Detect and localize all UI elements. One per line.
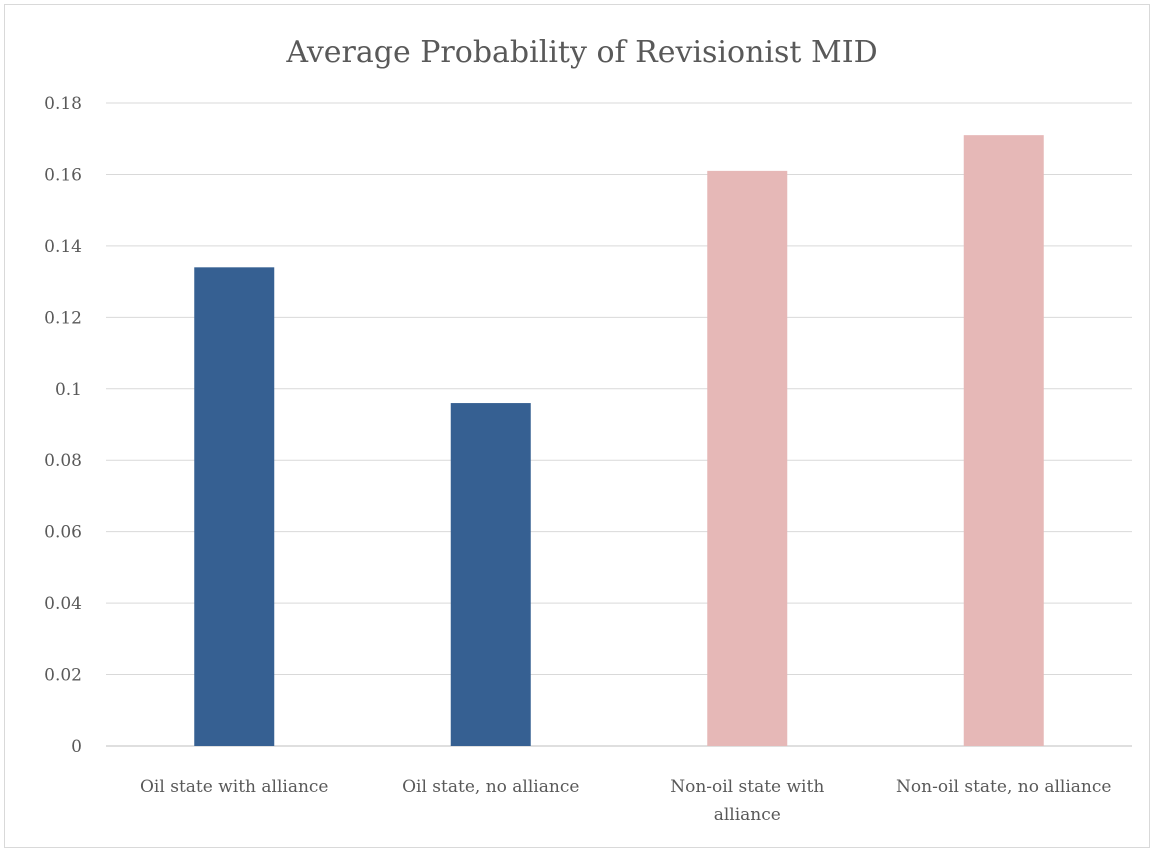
y-tick-label: 0.16: [44, 165, 82, 185]
y-tick-label: 0.1: [55, 380, 82, 400]
x-axis-category-labels: Oil state with alliance Oil state, no all…: [140, 777, 1111, 825]
y-tick-label: 0.06: [44, 523, 82, 543]
x-category-label: Oil state with alliance: [140, 777, 329, 797]
x-category-label-line: Non-oil state with: [670, 777, 824, 797]
y-tick-label: 0: [71, 737, 82, 757]
bar: [707, 170, 788, 747]
y-axis-tick-labels: 0 0.02 0.04 0.06 0.08 0.1 0.12 0.14 0.16 0.18: [44, 94, 82, 757]
y-tick-label: 0.08: [44, 451, 82, 471]
y-tick-label: 0.04: [44, 594, 82, 614]
x-category-label: Oil state, no alliance: [402, 777, 579, 797]
x-category-label-line: Non-oil state, no alliance: [896, 777, 1111, 797]
y-tick-label: 0.18: [44, 94, 82, 114]
gridlines: [106, 102, 1132, 747]
chart-title: Average Probability of Revisionist MID: [285, 35, 877, 70]
y-tick-label: 0.12: [44, 308, 82, 328]
y-tick-label: 0.14: [44, 237, 82, 257]
y-tick-label: 0.02: [44, 666, 82, 686]
x-category-label-line: alliance: [714, 805, 781, 825]
bar: [450, 403, 531, 746]
x-category-label-line: Oil state, no alliance: [402, 777, 579, 797]
x-category-label: Non-oil state, no alliance: [896, 777, 1111, 797]
bar: [194, 267, 275, 746]
bars: [194, 135, 1044, 747]
x-category-label-line: Oil state with alliance: [140, 777, 329, 797]
bar: [963, 135, 1044, 746]
x-category-label: Non-oil state with alliance: [670, 777, 824, 825]
